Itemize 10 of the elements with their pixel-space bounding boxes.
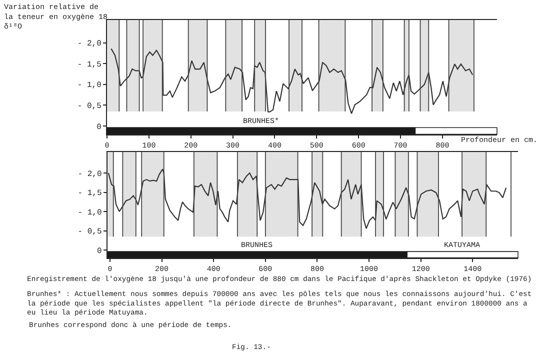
y-tick-label: 0 [96, 246, 102, 256]
y-tick-label: - 1,5 [78, 189, 102, 198]
y-tick-label: 0 [96, 122, 102, 132]
y-tick-label: - 0,5 [78, 228, 102, 237]
y-tick-label: - 2,0 [78, 170, 102, 179]
y-tick-label: - 1,0 [77, 81, 102, 90]
y-tick-label: - 1,5 [77, 60, 102, 70]
y-tick-label: - 1,0 [78, 208, 102, 218]
y-tick-label: - 0,5 [77, 102, 102, 112]
y-tick-label: - 2,0 [77, 40, 102, 49]
